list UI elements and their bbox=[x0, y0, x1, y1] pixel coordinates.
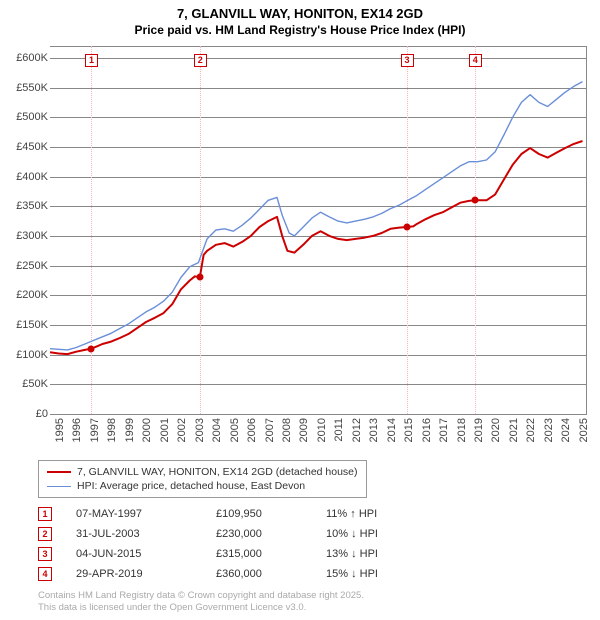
sales-row-price: £230,000 bbox=[216, 528, 326, 540]
xtick-label: 2008 bbox=[281, 418, 293, 442]
footnote-line2: This data is licensed under the Open Gov… bbox=[38, 602, 364, 614]
ytick-label: £500K bbox=[4, 111, 48, 123]
ytick-label: £350K bbox=[4, 200, 48, 212]
xtick-label: 2023 bbox=[543, 418, 555, 442]
sales-row-num: 1 bbox=[38, 507, 52, 521]
ytick-label: £550K bbox=[4, 82, 48, 94]
sales-row-date: 29-APR-2019 bbox=[76, 568, 216, 580]
gridline bbox=[50, 414, 586, 415]
xtick-label: 2013 bbox=[368, 418, 380, 442]
sales-row-date: 31-JUL-2003 bbox=[76, 528, 216, 540]
footnote: Contains HM Land Registry data © Crown c… bbox=[38, 590, 364, 614]
xtick-label: 2025 bbox=[578, 418, 590, 442]
xtick-label: 2004 bbox=[211, 418, 223, 442]
xtick-label: 2014 bbox=[386, 418, 398, 442]
sales-row-date: 04-JUN-2015 bbox=[76, 548, 216, 560]
xtick-label: 1999 bbox=[124, 418, 136, 442]
sales-row: 4 29-APR-2019£360,00015% ↓ HPI bbox=[38, 564, 446, 584]
xtick-label: 2000 bbox=[141, 418, 153, 442]
ytick-label: £300K bbox=[4, 230, 48, 242]
xtick-label: 2019 bbox=[473, 418, 485, 442]
xtick-label: 1998 bbox=[106, 418, 118, 442]
title-block: 7, GLANVILL WAY, HONITON, EX14 2GD Price… bbox=[0, 0, 600, 37]
xtick-label: 2022 bbox=[525, 418, 537, 442]
xtick-label: 2006 bbox=[246, 418, 258, 442]
legend-label: HPI: Average price, detached house, East… bbox=[77, 479, 305, 493]
ytick-label: £200K bbox=[4, 289, 48, 301]
xtick-label: 2005 bbox=[229, 418, 241, 442]
footnote-line1: Contains HM Land Registry data © Crown c… bbox=[38, 590, 364, 602]
ytick-label: £450K bbox=[4, 141, 48, 153]
legend-label: 7, GLANVILL WAY, HONITON, EX14 2GD (deta… bbox=[77, 465, 358, 479]
chart-lines bbox=[50, 46, 586, 414]
xtick-label: 2024 bbox=[560, 418, 572, 442]
xtick-label: 2016 bbox=[421, 418, 433, 442]
legend-row: HPI: Average price, detached house, East… bbox=[47, 479, 358, 493]
xtick-label: 2010 bbox=[316, 418, 328, 442]
sales-row-delta: 15% ↓ HPI bbox=[326, 568, 446, 580]
xtick-label: 2015 bbox=[403, 418, 415, 442]
legend-swatch bbox=[47, 486, 71, 487]
sales-row: 2 31-JUL-2003£230,00010% ↓ HPI bbox=[38, 524, 446, 544]
legend-swatch bbox=[47, 471, 71, 473]
ytick-label: £50K bbox=[4, 378, 48, 390]
title-sub: Price paid vs. HM Land Registry's House … bbox=[0, 23, 600, 37]
sales-table: 1 07-MAY-1997£109,95011% ↑ HPI 2 31-JUL-200… bbox=[38, 504, 446, 584]
ytick-label: £100K bbox=[4, 349, 48, 361]
legend-row: 7, GLANVILL WAY, HONITON, EX14 2GD (deta… bbox=[47, 465, 358, 479]
xtick-label: 2001 bbox=[159, 418, 171, 442]
title-main: 7, GLANVILL WAY, HONITON, EX14 2GD bbox=[0, 6, 600, 21]
sales-row-num: 4 bbox=[38, 567, 52, 581]
xtick-label: 2009 bbox=[298, 418, 310, 442]
series-hpi bbox=[50, 82, 583, 350]
xtick-label: 2020 bbox=[490, 418, 502, 442]
ytick-label: £250K bbox=[4, 260, 48, 272]
sales-row-delta: 11% ↑ HPI bbox=[326, 508, 446, 520]
ytick-label: £600K bbox=[4, 52, 48, 64]
xtick-label: 2018 bbox=[456, 418, 468, 442]
xtick-label: 2012 bbox=[351, 418, 363, 442]
sales-row-num: 2 bbox=[38, 527, 52, 541]
xtick-label: 1995 bbox=[54, 418, 66, 442]
xtick-label: 1997 bbox=[89, 418, 101, 442]
sales-row-price: £109,950 bbox=[216, 508, 326, 520]
sales-row: 1 07-MAY-1997£109,95011% ↑ HPI bbox=[38, 504, 446, 524]
xtick-label: 2021 bbox=[508, 418, 520, 442]
xtick-label: 2011 bbox=[333, 418, 345, 442]
sales-row-delta: 10% ↓ HPI bbox=[326, 528, 446, 540]
sales-row-delta: 13% ↓ HPI bbox=[326, 548, 446, 560]
xtick-label: 1996 bbox=[71, 418, 83, 442]
sales-row: 3 04-JUN-2015£315,00013% ↓ HPI bbox=[38, 544, 446, 564]
xtick-label: 2007 bbox=[264, 418, 276, 442]
xtick-label: 2003 bbox=[194, 418, 206, 442]
ytick-label: £150K bbox=[4, 319, 48, 331]
legend: 7, GLANVILL WAY, HONITON, EX14 2GD (deta… bbox=[38, 460, 367, 498]
sales-row-price: £360,000 bbox=[216, 568, 326, 580]
xtick-label: 2017 bbox=[438, 418, 450, 442]
sales-row-price: £315,000 bbox=[216, 548, 326, 560]
sales-row-date: 07-MAY-1997 bbox=[76, 508, 216, 520]
ytick-label: £400K bbox=[4, 171, 48, 183]
figure: 7, GLANVILL WAY, HONITON, EX14 2GD Price… bbox=[0, 0, 600, 620]
xtick-label: 2002 bbox=[176, 418, 188, 442]
sales-row-num: 3 bbox=[38, 547, 52, 561]
ytick-label: £0 bbox=[4, 408, 48, 420]
